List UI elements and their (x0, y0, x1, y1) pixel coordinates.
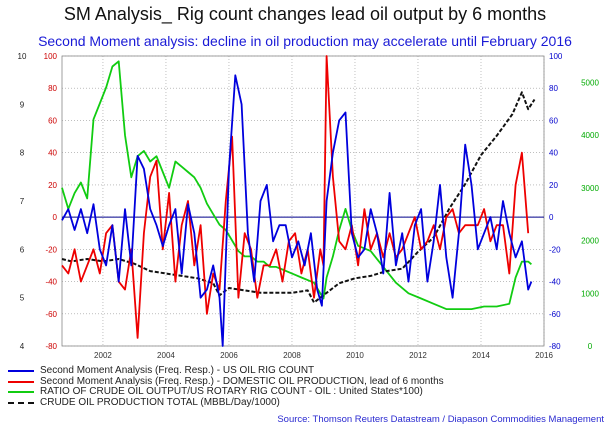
left-axis-black-tick-label: 5 (20, 294, 25, 303)
source-note: Source: Thomson Reuters Datastream / Dia… (277, 414, 604, 425)
left-axis-black-tick-label: 8 (20, 149, 25, 158)
legend-swatch-green (8, 391, 34, 394)
right-axis-green-tick-label: 4000 (581, 131, 599, 140)
left-axis-black-tick-label: 10 (18, 52, 27, 61)
left-axis-red-tick-label: 80 (48, 84, 57, 93)
chart-subtitle: Second Moment analysis: decline in oil p… (38, 33, 572, 49)
legend-entry-green: RATIO OF CRUDE OIL OUTPUT/US ROTARY RIG … (8, 386, 444, 398)
right-axis-blue-tick-label: 60 (549, 116, 558, 125)
right-axis-green-tick-label: 5000 (581, 78, 599, 87)
right-axis-green-tick-label: 1000 (581, 289, 599, 298)
right-axis-blue-tick-label: 80 (549, 84, 558, 93)
x-tick-label: 2010 (346, 351, 364, 360)
series-line-green (61, 60, 532, 311)
left-axis-red-tick-label: 100 (44, 52, 58, 61)
legend-entry-red: Second Moment Analysis (Freq. Resp.) - D… (8, 375, 444, 388)
legend-label: CRUDE OIL PRODUCTION TOTAL (MBBL/Day/100… (40, 396, 280, 408)
left-axis-black-tick-label: 6 (20, 245, 25, 254)
left-axis-red-tick-label: 60 (48, 116, 57, 125)
series-line-red (61, 55, 530, 339)
legend-swatch-black (8, 401, 34, 404)
left-axis-black-tick-label: 9 (20, 100, 25, 109)
x-tick-label: 2016 (535, 351, 553, 360)
series-line-blue (61, 74, 533, 347)
left-axis-red-tick-label: -80 (45, 342, 57, 351)
right-axis-blue-tick-label: 0 (549, 213, 554, 222)
chart-tick-labels: 2002 2004 2006 2008 2010 2012 2014 201645678910… (18, 52, 600, 360)
right-axis-green-tick-label: 0 (588, 342, 593, 351)
legend-swatch-red (8, 380, 34, 383)
right-axis-blue-tick-label: -60 (549, 310, 561, 319)
right-axis-blue-tick-label: 20 (549, 181, 558, 190)
x-tick-label: 2008 (283, 351, 301, 360)
x-tick-label: 2002 (94, 351, 112, 360)
right-axis-blue-tick-label: 100 (549, 52, 563, 61)
right-axis-blue-tick-label: -20 (549, 245, 561, 254)
left-axis-red-tick-label: -40 (45, 278, 57, 287)
right-axis-blue-tick-label: 40 (549, 149, 558, 158)
x-tick-label: 2006 (220, 351, 238, 360)
x-tick-label: 2012 (409, 351, 427, 360)
chart-axes (61, 55, 545, 347)
legend-label: Second Moment Analysis (Freq. Resp.) - D… (40, 375, 444, 387)
legend-entry-blue: Second Moment Analysis (Freq. Resp.) - U… (8, 365, 444, 377)
chart-series (61, 55, 536, 347)
left-axis-red-tick-label: -60 (45, 310, 57, 319)
left-axis-red-tick-label: -20 (45, 245, 57, 254)
chart-legend: Second Moment Analysis (Freq. Resp.) - U… (8, 365, 444, 409)
x-tick-label: 2004 (157, 351, 175, 360)
right-axis-green-tick-label: 2000 (581, 237, 599, 246)
chart-title: SM Analysis_ Rig count changes lead oil … (63, 4, 547, 24)
x-tick-label: 2014 (472, 351, 490, 360)
left-axis-red-tick-label: 40 (48, 149, 57, 158)
right-axis-blue-tick-label: -40 (549, 278, 561, 287)
legend-label: RATIO OF CRUDE OIL OUTPUT/US ROTARY RIG … (40, 386, 423, 397)
legend-swatch-blue (8, 370, 34, 373)
series-line-black (61, 91, 536, 304)
legend-label: Second Moment Analysis (Freq. Resp.) - U… (40, 365, 315, 376)
left-axis-red-tick-label: 20 (48, 181, 57, 190)
left-axis-black-tick-label: 4 (20, 342, 25, 351)
left-axis-black-tick-label: 7 (20, 197, 25, 206)
legend-entry-black: CRUDE OIL PRODUCTION TOTAL (MBBL/Day/100… (8, 396, 444, 409)
right-axis-blue-tick-label: -80 (549, 342, 561, 351)
plot-frame (61, 55, 545, 347)
left-axis-red-tick-label: 0 (53, 213, 58, 222)
right-axis-green-tick-label: 3000 (581, 184, 599, 193)
